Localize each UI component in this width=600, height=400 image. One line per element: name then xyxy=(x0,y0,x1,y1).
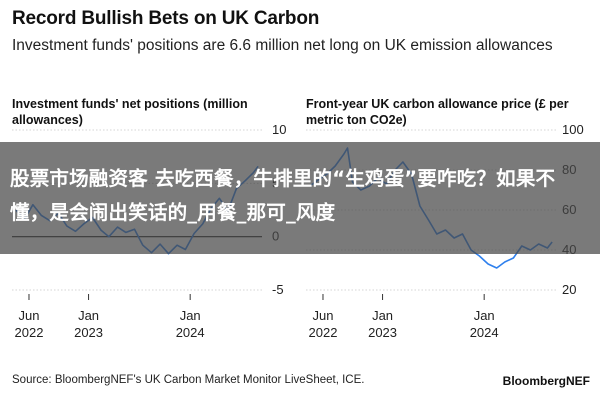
brand-logo: BloombergNEF xyxy=(502,374,590,388)
y-tick-label: 100 xyxy=(562,122,584,137)
x-tick-year-label: 2023 xyxy=(368,325,397,340)
chart-title: Record Bullish Bets on UK Carbon xyxy=(12,8,320,29)
source-note: Source: BloombergNEF's UK Carbon Market … xyxy=(12,374,365,386)
x-tick-label: Jun xyxy=(312,308,333,323)
overlay-banner: 股票市场融资客 去吃西餐，牛排里的“生鸡蛋”要咋吃？如果不懂，是会闹出笑话的_用… xyxy=(0,142,600,254)
x-tick-label: Jan xyxy=(78,308,99,323)
x-tick-year-label: 2023 xyxy=(74,325,103,340)
y-tick-label: -5 xyxy=(272,282,284,297)
x-tick-label: Jan xyxy=(474,308,495,323)
y-tick-label: 20 xyxy=(562,282,576,297)
right-panel-title: Front-year UK carbon allowance price (£ … xyxy=(306,97,569,127)
x-tick-year-label: 2022 xyxy=(15,325,44,340)
chart-subtitle: Investment funds' positions are 6.6 mill… xyxy=(12,37,553,54)
x-tick-year-label: 2024 xyxy=(470,325,499,340)
x-tick-label: Jun xyxy=(18,308,39,323)
left-panel-title: Investment funds' net positions (million… xyxy=(12,97,248,127)
y-tick-label: 10 xyxy=(272,122,286,137)
x-tick-year-label: 2024 xyxy=(176,325,205,340)
x-tick-label: Jan xyxy=(372,308,393,323)
overlay-banner-text: 股票市场融资客 去吃西餐，牛排里的“生鸡蛋”要咋吃？如果不懂，是会闹出笑话的_用… xyxy=(10,167,556,224)
x-tick-label: Jan xyxy=(180,308,201,323)
x-tick-year-label: 2022 xyxy=(309,325,338,340)
